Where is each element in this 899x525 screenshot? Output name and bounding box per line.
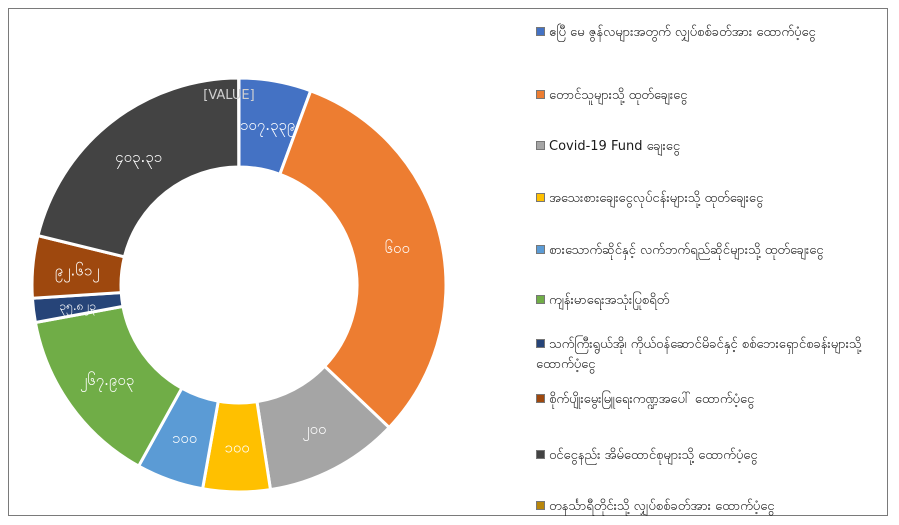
slice-value-label: ၁၀၀	[172, 429, 197, 447]
legend-label: သက်ကြီးရွယ်အို၊ ကိုယ်ဝန်ဆောင်မိခင်နှင့် …	[536, 337, 862, 372]
legend-item: စိုက်ပျိုးမွေးမြူရေးကဏ္ဍအပေါ် ထောက်ပံ့ငွ…	[536, 390, 896, 410]
legend-item: ဝင်ငွေနည်း အိမ်ထောင်စုများသို့ ထောက်ပံ့င…	[536, 446, 896, 466]
legend-label: တနင်္သာရီတိုင်းသို့ လျှပ်စစ်ခတ်အား ထောက်…	[549, 499, 775, 514]
legend-swatch	[536, 90, 545, 99]
donut-chart: ၁၀၇.၃၃၉၆၀၀၂၀၀၁၀၀၁၀၀၂၆၇.၉၀၃၃၅.၈၂၃၉၂.၆၁၂၄၀…	[30, 76, 448, 494]
legend-item: တနင်္သာရီတိုင်းသို့ လျှပ်စစ်ခတ်အား ထောက်…	[536, 497, 896, 517]
slice-value-label: [VALUE]	[203, 88, 254, 103]
legend-swatch	[536, 295, 545, 304]
legend-item: ကျန်းမာရေးအသုံးပြုစရိတ်	[536, 291, 896, 311]
legend-swatch	[536, 450, 545, 459]
legend-label: Covid-19 Fund ချေးငွေ	[549, 139, 681, 154]
chart-frame: ၁၀၇.၃၃၉ ၆၀၀ ၂၀၀ ၁၀၀ ၁၀၀ ၂၆၇.၉၀၃ ၃၅.၈၂၃ ၉၂.၆၁၂ ၄၀…	[8, 8, 888, 516]
legend-item: ဧပြီ မေ ဇွန်လများအတွက် လျှပ်စစ်ခတ်အား ထေ…	[536, 23, 896, 43]
legend-label: စားသောက်ဆိုင်နှင့် လက်ဘက်ရည်ဆိုင်များသို…	[549, 243, 824, 258]
slice-value-label: ၁၀၇.၃၃၉	[240, 116, 295, 137]
slice-value-label: ၉၂.၆၁၂	[55, 262, 100, 283]
slice-value-label: ၆၀၀	[385, 239, 410, 257]
legend-item: တောင်သူများသို့ ထုတ်ချေးငွေ	[536, 86, 896, 106]
legend-swatch	[536, 339, 545, 348]
legend-swatch	[536, 27, 545, 36]
legend-item: အသေးစားချေးငွေလုပ်ငန်းများသို့ ထုတ်ချေးင…	[536, 189, 896, 209]
donut-slice	[36, 76, 241, 259]
legend-label: အသေးစားချေးငွေလုပ်ငန်းများသို့ ထုတ်ချေးင…	[549, 191, 764, 206]
legend-label: ဧပြီ မေ ဇွန်လများအတွက် လျှပ်စစ်ခတ်အား ထေ…	[549, 25, 816, 40]
legend-label: ကျန်းမာရေးအသုံးပြုစရိတ်	[549, 293, 670, 308]
slice-value-label: ၂၀၀	[302, 420, 326, 441]
slice-value-label: ၁၀၀	[224, 438, 249, 456]
legend-swatch	[536, 141, 545, 150]
legend-label: ဝင်ငွေနည်း အိမ်ထောင်စုများသို့ ထောက်ပံ့င…	[549, 448, 758, 463]
legend-swatch	[536, 501, 545, 510]
donut-slice	[277, 88, 448, 430]
legend-item: Covid-19 Fund ချေးငွေ	[536, 137, 896, 157]
legend-item: စားသောက်ဆိုင်နှင့် လက်ဘက်ရည်ဆိုင်များသို…	[536, 241, 896, 261]
slice-value-label: ၄၀၃.၃၁	[115, 148, 162, 169]
legend-swatch	[536, 245, 545, 254]
legend-swatch	[536, 193, 545, 202]
legend-item: သက်ကြီးရွယ်အို၊ ကိုယ်ဝန်ဆောင်မိခင်နှင့် …	[536, 335, 896, 375]
slice-value-label: ၃၅.၈၂၃	[59, 299, 96, 316]
slice-value-label: ၂၆၇.၉၀၃	[80, 371, 134, 392]
legend-label: တောင်သူများသို့ ထုတ်ချေးငွေ	[549, 88, 688, 103]
legend-swatch	[536, 394, 545, 403]
legend-label: စိုက်ပျိုးမွေးမြူရေးကဏ္ဍအပေါ် ထောက်ပံ့ငွ…	[549, 392, 755, 407]
